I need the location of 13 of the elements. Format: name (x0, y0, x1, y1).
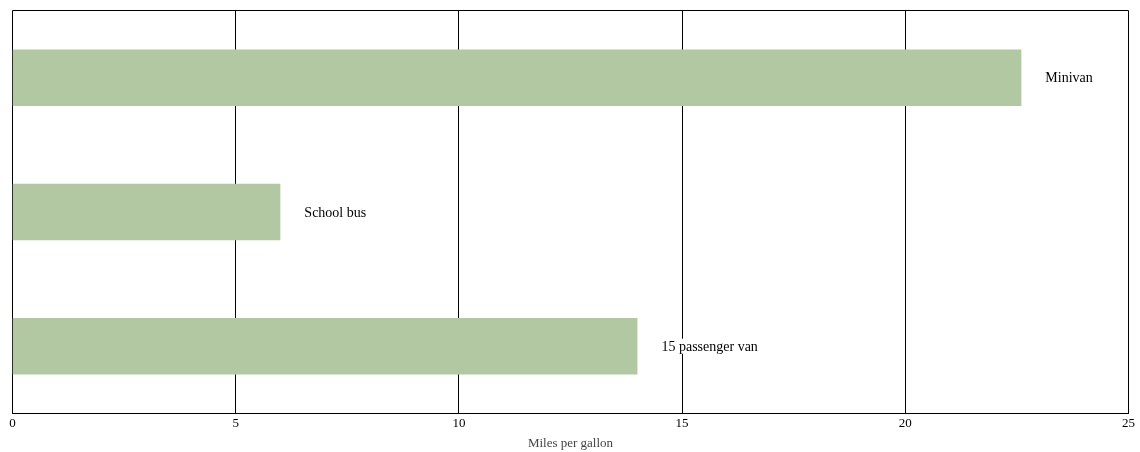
y-tick-label: 15 passenger van (661, 338, 758, 354)
x-tick-label: 10 (452, 414, 466, 430)
bar (12, 318, 638, 375)
x-tick-label: 25 (1122, 414, 1135, 430)
x-axis-title: Miles per gallon (527, 434, 614, 450)
y-tick-label: Minivan (1045, 70, 1093, 86)
bar (12, 49, 1022, 106)
x-tick-label: 5 (232, 414, 239, 430)
x-tick-label: 0 (9, 414, 16, 430)
bar (12, 183, 281, 241)
x-tick-label: 20 (898, 414, 912, 430)
y-tick-label: School bus (304, 204, 367, 220)
x-tick-label: 15 (675, 414, 689, 430)
